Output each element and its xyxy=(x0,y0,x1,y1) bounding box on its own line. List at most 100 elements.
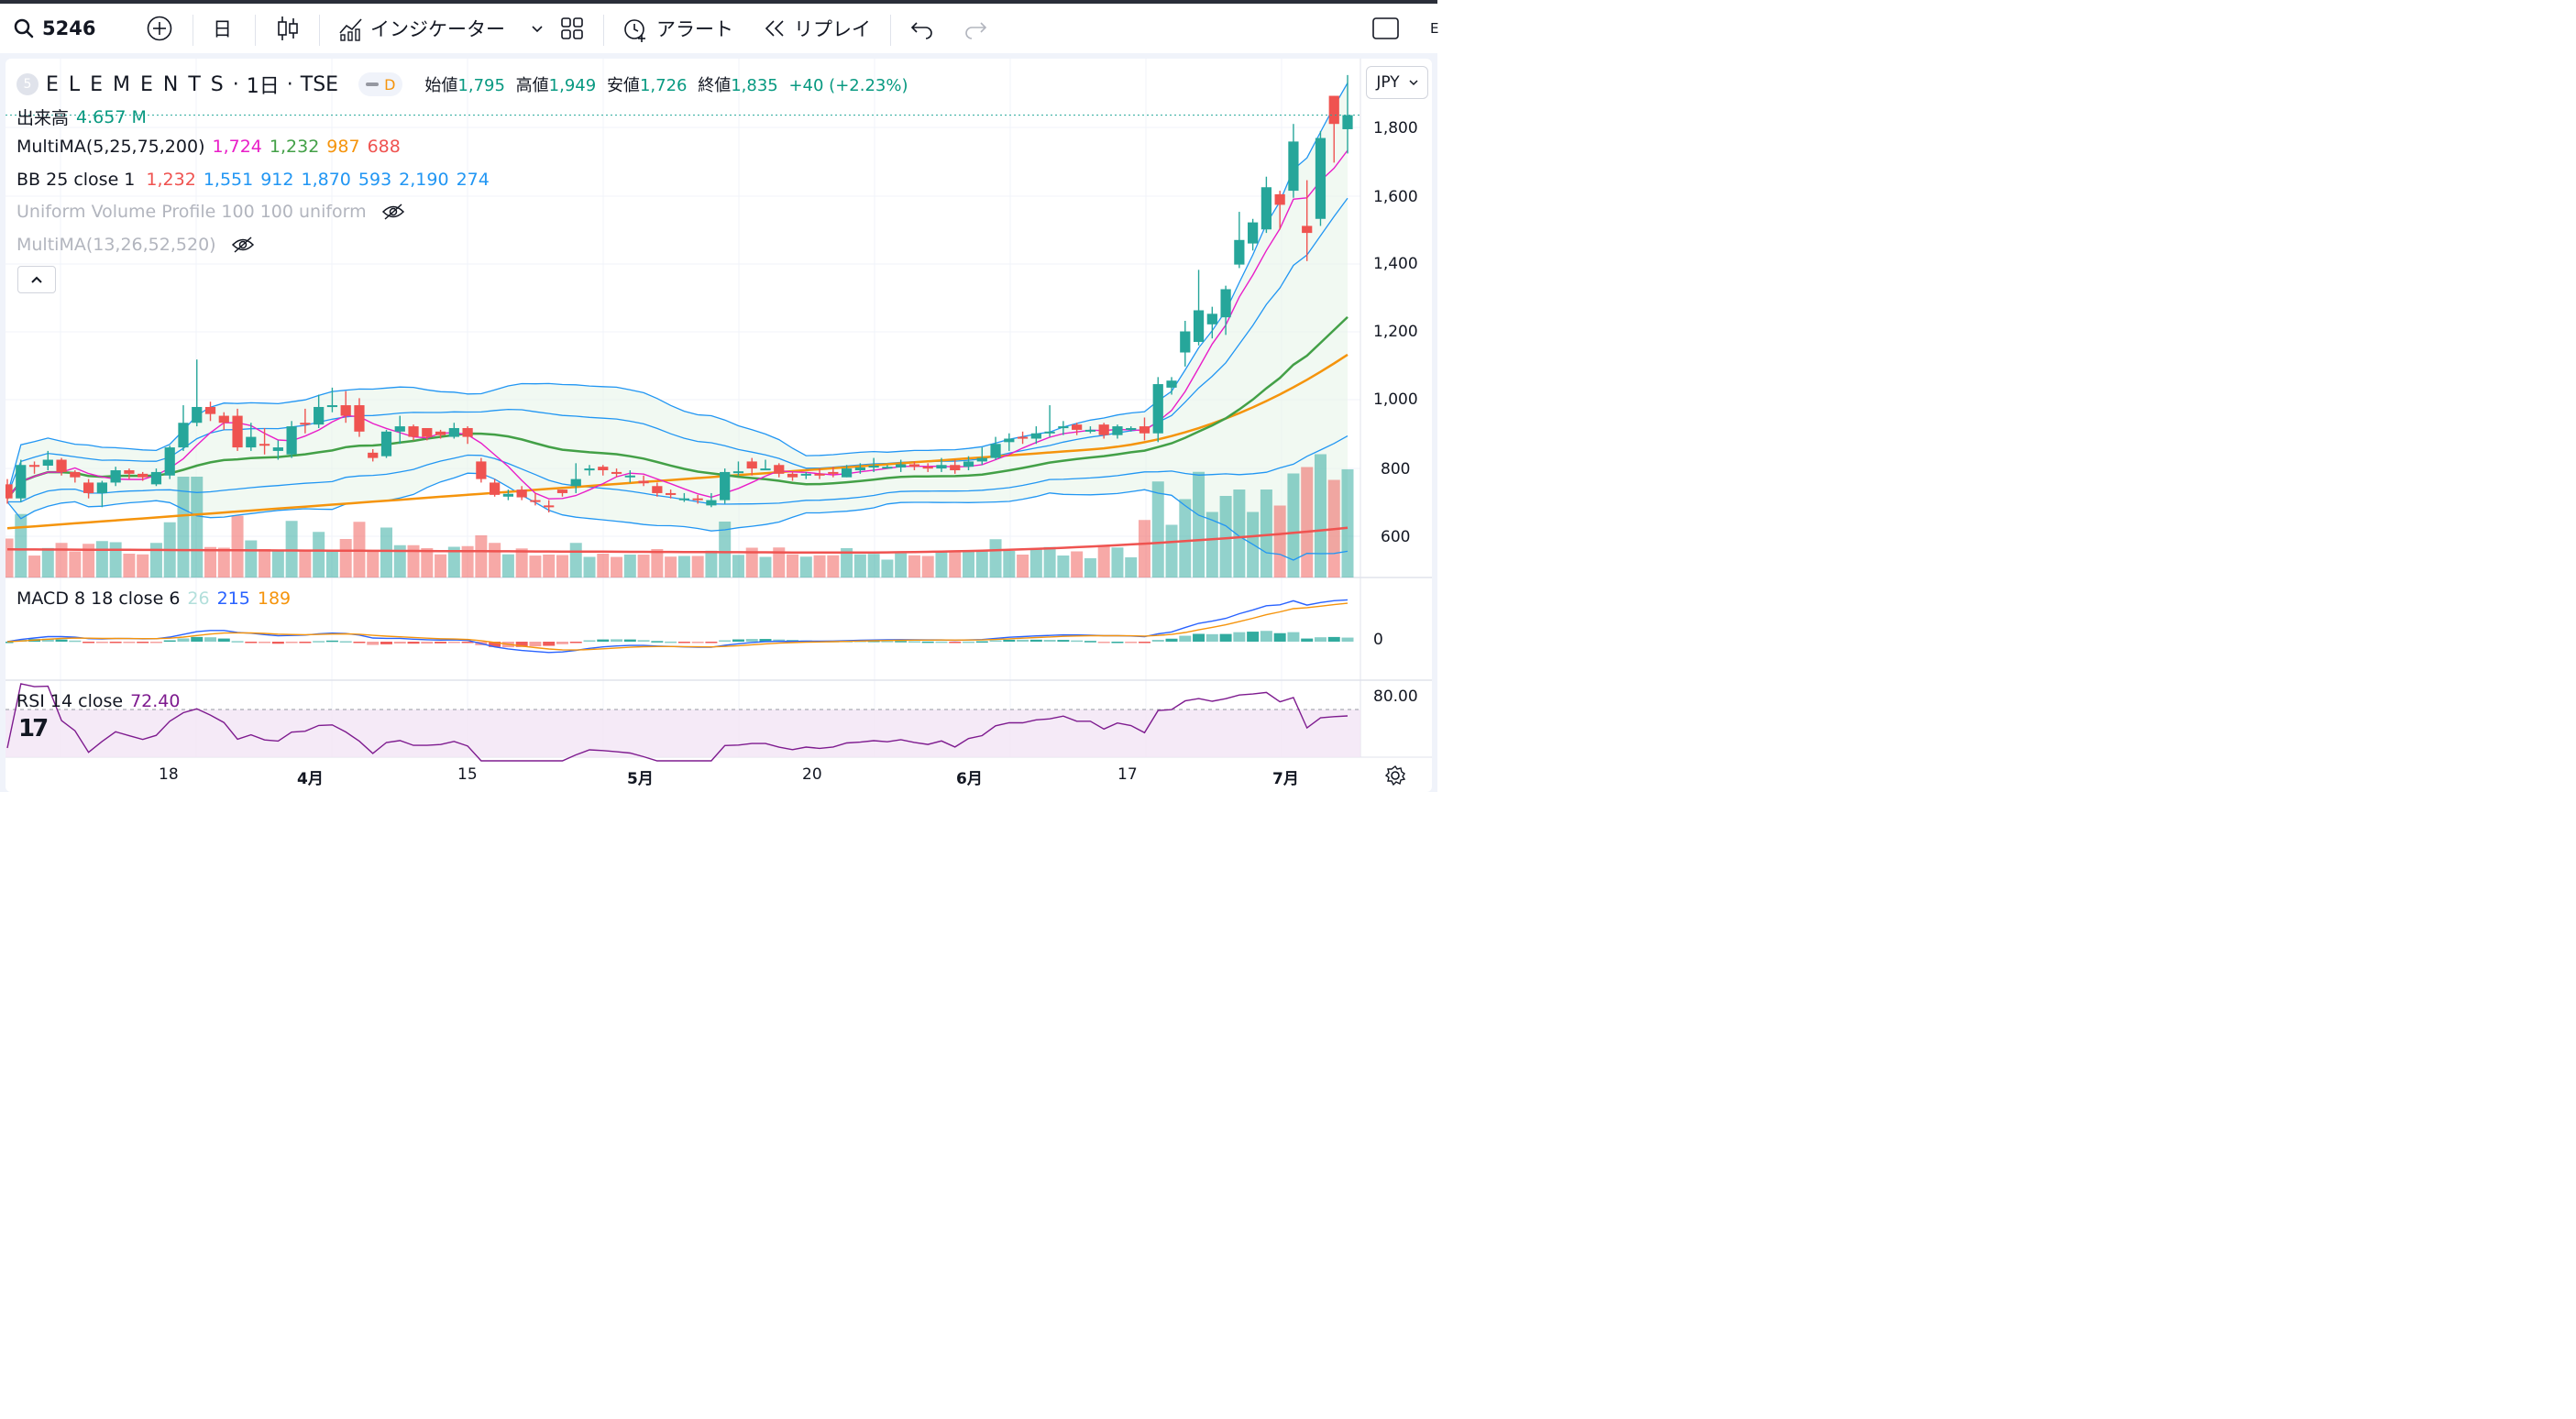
bb-value: 1,551 xyxy=(203,170,254,190)
volume-bar xyxy=(787,554,799,578)
multima2-legend[interactable]: MultiMA(13,26,52,520) xyxy=(17,235,255,255)
grid-icon xyxy=(561,17,583,39)
candle-body xyxy=(1274,193,1285,205)
volume-legend[interactable]: 出来高 4.657 M xyxy=(17,104,147,129)
candle-body xyxy=(502,493,514,497)
volume-bar xyxy=(1233,490,1246,578)
redo-button[interactable] xyxy=(963,4,988,53)
multima-label: MultiMA(5,25,75,200) xyxy=(17,137,205,157)
candle-body xyxy=(300,423,311,425)
templates-button[interactable] xyxy=(559,4,585,53)
macd-histogram-bar xyxy=(1151,640,1164,642)
macd-histogram-bar xyxy=(623,639,636,642)
volume-bar xyxy=(867,554,880,578)
macd-histogram-bar xyxy=(1071,640,1084,643)
volume-bar xyxy=(989,539,1002,578)
interval-button[interactable]: 日 xyxy=(213,4,232,53)
candle-body xyxy=(963,461,974,468)
candle-body xyxy=(584,468,595,471)
macd-histogram-bar xyxy=(745,639,758,642)
market-status-pill[interactable]: D xyxy=(358,72,403,96)
candle-body xyxy=(1248,222,1259,244)
volume-bar xyxy=(1057,556,1070,578)
candle-body xyxy=(706,500,717,506)
close-value: 1,835 xyxy=(731,76,778,95)
macd-histogram-bar xyxy=(1287,632,1300,642)
macd-histogram-bar xyxy=(1233,632,1246,642)
symbol-interval: 1日 xyxy=(246,75,280,98)
candle-body xyxy=(868,466,879,468)
volume-bar xyxy=(501,554,514,578)
candle-body xyxy=(908,464,920,468)
volume-bar xyxy=(1071,551,1084,578)
candle-body xyxy=(246,436,257,448)
candle-body xyxy=(340,405,351,416)
replay-button[interactable]: リプレイ xyxy=(763,4,871,53)
candle-body xyxy=(828,471,839,474)
volume-bar xyxy=(95,541,108,578)
symbol-search[interactable]: 5246 xyxy=(13,4,95,53)
ma75-line xyxy=(6,353,1349,530)
add-symbol-button[interactable] xyxy=(146,4,173,53)
eye-hidden-icon[interactable] xyxy=(381,202,405,222)
candle-body xyxy=(652,486,663,493)
candle-body xyxy=(1084,429,1096,432)
macd-histogram-bar xyxy=(407,642,420,644)
macd-histogram-bar xyxy=(677,642,690,644)
candle-body xyxy=(922,467,933,469)
macd-histogram-bar xyxy=(1165,638,1178,642)
indicators-button[interactable]: インジケーター xyxy=(337,4,547,53)
candle-body xyxy=(800,473,811,476)
candle-body xyxy=(1017,436,1029,439)
macd-histogram-bar xyxy=(1273,632,1286,642)
bb-legend[interactable]: BB 25 close 1 1,232 1,551 912 1,870 593 … xyxy=(17,170,490,190)
macd-histogram-bar xyxy=(1301,638,1314,642)
macd-histogram-bar xyxy=(989,640,1002,643)
candle-body xyxy=(598,467,609,471)
settings-gear-icon[interactable] xyxy=(1384,764,1406,786)
candle-body xyxy=(1260,187,1272,230)
candle-body xyxy=(746,461,757,469)
volume-bar xyxy=(1273,505,1286,578)
volume-bar xyxy=(475,535,488,578)
volume-bar xyxy=(963,550,975,578)
candle-body xyxy=(544,505,555,508)
volume-bar xyxy=(1193,471,1205,578)
volume-bar xyxy=(1111,547,1124,578)
chevron-down-icon xyxy=(532,26,543,33)
candle-body xyxy=(1112,426,1123,435)
plus-circle-icon xyxy=(147,16,172,41)
macd-hist-value: 26 xyxy=(187,588,210,609)
macd-histogram-bar xyxy=(1260,631,1272,642)
macd-histogram-bar xyxy=(299,642,312,644)
undo-button[interactable] xyxy=(909,4,935,53)
rsi-legend[interactable]: RSI 14 close 72.40 xyxy=(17,691,180,711)
main-chart-svg[interactable] xyxy=(6,59,1432,792)
volume-bar xyxy=(1179,499,1192,578)
collapse-legend-button[interactable] xyxy=(17,266,56,293)
volume-bar xyxy=(745,547,758,578)
chart-card: 5 E L E M E N T S · 1日 · TSE D 始値1,795 高… xyxy=(6,59,1432,792)
volume-bar xyxy=(813,555,826,578)
macd-histogram-bar xyxy=(1111,641,1124,644)
macd-histogram-bar xyxy=(380,642,392,644)
macd-histogram-bar xyxy=(921,641,934,644)
currency-selector[interactable]: JPY xyxy=(1366,66,1428,99)
chart-type-button[interactable] xyxy=(275,4,301,53)
macd-legend[interactable]: MACD 8 18 close 6 26 215 189 xyxy=(17,588,291,609)
layout-button[interactable] xyxy=(1371,4,1401,53)
bollinger-band-line xyxy=(6,82,1349,496)
macd-histogram-bar xyxy=(259,642,271,644)
eye-hidden-icon[interactable] xyxy=(231,235,255,255)
macd-histogram-bar xyxy=(1138,642,1150,644)
candle-body xyxy=(1126,427,1137,430)
macd-histogram-bar xyxy=(421,642,434,644)
macd-histogram-bar xyxy=(963,641,975,644)
multima-legend[interactable]: MultiMA(5,25,75,200) 1,724 1,232 987 688 xyxy=(17,137,401,157)
dot-separator: · xyxy=(232,72,239,96)
uvp-legend[interactable]: Uniform Volume Profile 100 100 uniform xyxy=(17,202,405,222)
macd-histogram-bar xyxy=(204,637,217,642)
candle-body xyxy=(448,427,459,437)
time-tick: 7月 xyxy=(1272,770,1299,788)
alert-button[interactable]: アラート xyxy=(622,4,733,53)
